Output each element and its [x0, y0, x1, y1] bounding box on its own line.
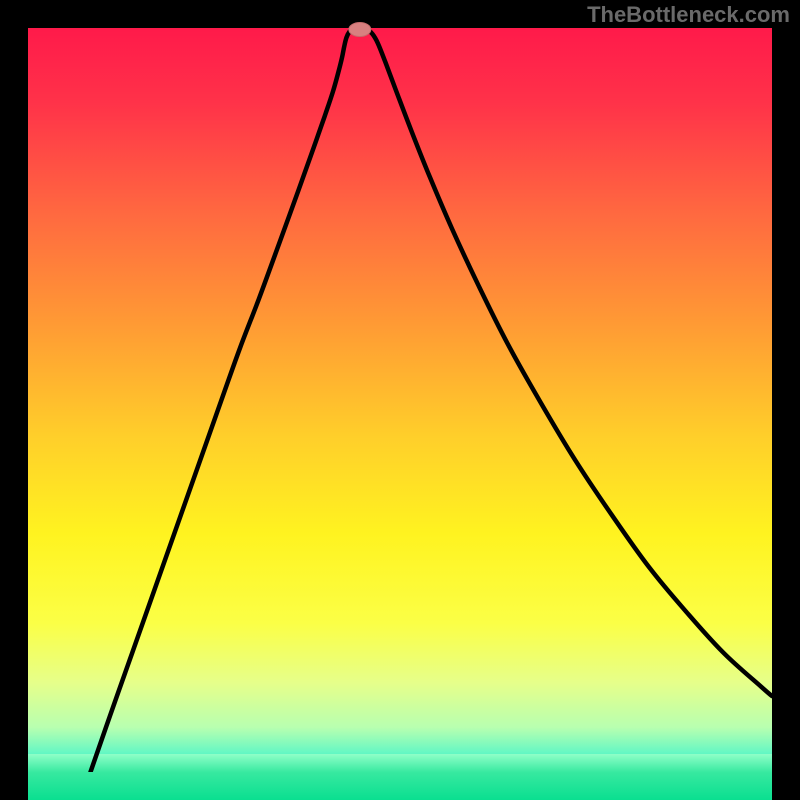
chart-root: TheBottleneck.com: [0, 0, 800, 800]
plot-gradient: [28, 28, 772, 772]
green-band: [28, 754, 772, 800]
optimal-marker: [349, 22, 371, 36]
watermark-text: TheBottleneck.com: [587, 2, 790, 27]
